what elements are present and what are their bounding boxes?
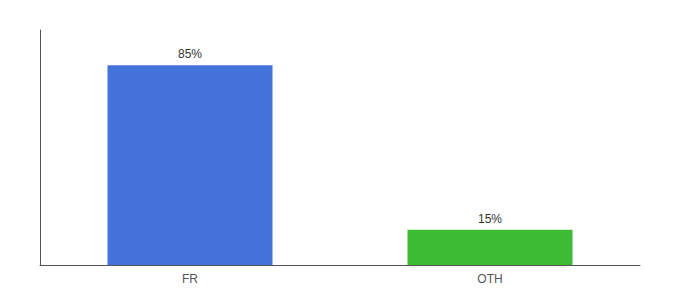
- svg-text:OTH: OTH: [477, 272, 502, 286]
- svg-text:FR: FR: [182, 272, 198, 286]
- svg-text:85%: 85%: [178, 47, 202, 61]
- svg-text:15%: 15%: [478, 212, 502, 226]
